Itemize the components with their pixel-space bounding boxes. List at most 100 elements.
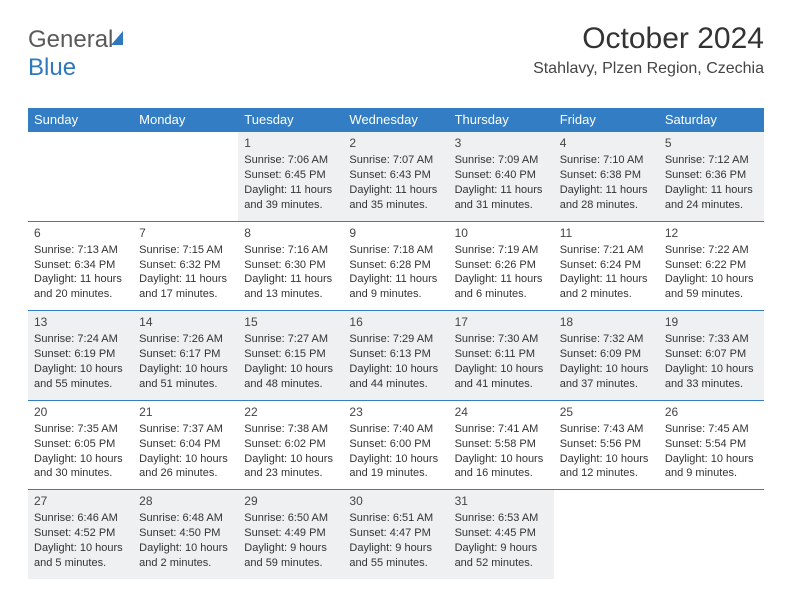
daylight-text: Daylight: 10 hours and 19 minutes. bbox=[349, 452, 442, 482]
sunset-text: Sunset: 4:45 PM bbox=[455, 526, 548, 541]
day-number: 1 bbox=[244, 135, 337, 151]
sunset-text: Sunset: 6:34 PM bbox=[34, 258, 127, 273]
day-number: 10 bbox=[455, 225, 548, 241]
sunrise-text: Sunrise: 7:45 AM bbox=[665, 422, 758, 437]
sunrise-text: Sunrise: 7:37 AM bbox=[139, 422, 232, 437]
daylight-text: Daylight: 11 hours and 20 minutes. bbox=[34, 272, 127, 302]
daylight-text: Daylight: 10 hours and 55 minutes. bbox=[34, 362, 127, 392]
day-number: 4 bbox=[560, 135, 653, 151]
calendar-cell: 17Sunrise: 7:30 AMSunset: 6:11 PMDayligh… bbox=[449, 311, 554, 401]
daylight-text: Daylight: 10 hours and 30 minutes. bbox=[34, 452, 127, 482]
day-number: 22 bbox=[244, 404, 337, 420]
sunrise-text: Sunrise: 6:46 AM bbox=[34, 511, 127, 526]
calendar-row: 27Sunrise: 6:46 AMSunset: 4:52 PMDayligh… bbox=[28, 490, 764, 579]
day-number: 9 bbox=[349, 225, 442, 241]
sunset-text: Sunset: 6:28 PM bbox=[349, 258, 442, 273]
day-number: 5 bbox=[665, 135, 758, 151]
sunrise-text: Sunrise: 7:41 AM bbox=[455, 422, 548, 437]
sunrise-text: Sunrise: 7:06 AM bbox=[244, 153, 337, 168]
calendar-cell: 15Sunrise: 7:27 AMSunset: 6:15 PMDayligh… bbox=[238, 311, 343, 401]
day-number: 19 bbox=[665, 314, 758, 330]
sunrise-text: Sunrise: 7:07 AM bbox=[349, 153, 442, 168]
sunset-text: Sunset: 6:43 PM bbox=[349, 168, 442, 183]
sunset-text: Sunset: 6:22 PM bbox=[665, 258, 758, 273]
daylight-text: Daylight: 11 hours and 28 minutes. bbox=[560, 183, 653, 213]
sunset-text: Sunset: 4:50 PM bbox=[139, 526, 232, 541]
sunset-text: Sunset: 6:07 PM bbox=[665, 347, 758, 362]
dayhead-sat: Saturday bbox=[659, 108, 764, 132]
calendar-cell bbox=[28, 132, 133, 222]
calendar-cell: 30Sunrise: 6:51 AMSunset: 4:47 PMDayligh… bbox=[343, 490, 448, 579]
sunrise-text: Sunrise: 7:18 AM bbox=[349, 243, 442, 258]
sunset-text: Sunset: 6:15 PM bbox=[244, 347, 337, 362]
sunset-text: Sunset: 6:32 PM bbox=[139, 258, 232, 273]
sunset-text: Sunset: 5:58 PM bbox=[455, 437, 548, 452]
day-number: 28 bbox=[139, 493, 232, 509]
sunrise-text: Sunrise: 7:19 AM bbox=[455, 243, 548, 258]
calendar-row: 13Sunrise: 7:24 AMSunset: 6:19 PMDayligh… bbox=[28, 311, 764, 401]
sunset-text: Sunset: 6:30 PM bbox=[244, 258, 337, 273]
sunrise-text: Sunrise: 7:24 AM bbox=[34, 332, 127, 347]
daylight-text: Daylight: 11 hours and 39 minutes. bbox=[244, 183, 337, 213]
daylight-text: Daylight: 10 hours and 37 minutes. bbox=[560, 362, 653, 392]
calendar-cell bbox=[659, 490, 764, 579]
day-number: 21 bbox=[139, 404, 232, 420]
sunrise-text: Sunrise: 7:09 AM bbox=[455, 153, 548, 168]
day-number: 6 bbox=[34, 225, 127, 241]
daylight-text: Daylight: 11 hours and 9 minutes. bbox=[349, 272, 442, 302]
day-number: 7 bbox=[139, 225, 232, 241]
day-number: 30 bbox=[349, 493, 442, 509]
sunrise-text: Sunrise: 7:35 AM bbox=[34, 422, 127, 437]
calendar-cell: 28Sunrise: 6:48 AMSunset: 4:50 PMDayligh… bbox=[133, 490, 238, 579]
calendar-cell: 9 Sunrise: 7:18 AMSunset: 6:28 PMDaylight… bbox=[343, 221, 448, 311]
day-number: 2 bbox=[349, 135, 442, 151]
daylight-text: Daylight: 10 hours and 51 minutes. bbox=[139, 362, 232, 392]
sunrise-text: Sunrise: 6:53 AM bbox=[455, 511, 548, 526]
day-number: 12 bbox=[665, 225, 758, 241]
sunrise-text: Sunrise: 6:48 AM bbox=[139, 511, 232, 526]
header-right: October 2024 Stahlavy, Plzen Region, Cze… bbox=[533, 22, 764, 78]
calendar-cell: 27Sunrise: 6:46 AMSunset: 4:52 PMDayligh… bbox=[28, 490, 133, 579]
calendar-cell: 10Sunrise: 7:19 AMSunset: 6:26 PMDayligh… bbox=[449, 221, 554, 311]
sunrise-text: Sunrise: 7:30 AM bbox=[455, 332, 548, 347]
dayhead-fri: Friday bbox=[554, 108, 659, 132]
sunrise-text: Sunrise: 7:13 AM bbox=[34, 243, 127, 258]
sunset-text: Sunset: 5:54 PM bbox=[665, 437, 758, 452]
sunset-text: Sunset: 6:40 PM bbox=[455, 168, 548, 183]
calendar-cell: 23Sunrise: 7:40 AMSunset: 6:00 PMDayligh… bbox=[343, 400, 448, 490]
calendar-cell: 4Sunrise: 7:10 AMSunset: 6:38 PMDaylight… bbox=[554, 132, 659, 222]
daylight-text: Daylight: 11 hours and 31 minutes. bbox=[455, 183, 548, 213]
day-number: 26 bbox=[665, 404, 758, 420]
calendar-cell: 14Sunrise: 7:26 AMSunset: 6:17 PMDayligh… bbox=[133, 311, 238, 401]
sunset-text: Sunset: 6:36 PM bbox=[665, 168, 758, 183]
daylight-text: Daylight: 11 hours and 17 minutes. bbox=[139, 272, 232, 302]
day-number: 29 bbox=[244, 493, 337, 509]
sunset-text: Sunset: 5:56 PM bbox=[560, 437, 653, 452]
sunrise-text: Sunrise: 7:33 AM bbox=[665, 332, 758, 347]
dayhead-mon: Monday bbox=[133, 108, 238, 132]
calendar-cell: 5Sunrise: 7:12 AMSunset: 6:36 PMDaylight… bbox=[659, 132, 764, 222]
day-number: 31 bbox=[455, 493, 548, 509]
daylight-text: Daylight: 10 hours and 44 minutes. bbox=[349, 362, 442, 392]
sunrise-text: Sunrise: 6:51 AM bbox=[349, 511, 442, 526]
day-number: 17 bbox=[455, 314, 548, 330]
sunset-text: Sunset: 4:49 PM bbox=[244, 526, 337, 541]
sunrise-text: Sunrise: 7:43 AM bbox=[560, 422, 653, 437]
dayhead-wed: Wednesday bbox=[343, 108, 448, 132]
day-number: 3 bbox=[455, 135, 548, 151]
calendar-cell bbox=[133, 132, 238, 222]
calendar-cell: 31Sunrise: 6:53 AMSunset: 4:45 PMDayligh… bbox=[449, 490, 554, 579]
sunrise-text: Sunrise: 7:12 AM bbox=[665, 153, 758, 168]
calendar-cell: 1Sunrise: 7:06 AMSunset: 6:45 PMDaylight… bbox=[238, 132, 343, 222]
sunset-text: Sunset: 6:02 PM bbox=[244, 437, 337, 452]
day-header-row: Sunday Monday Tuesday Wednesday Thursday… bbox=[28, 108, 764, 132]
sunset-text: Sunset: 6:05 PM bbox=[34, 437, 127, 452]
sunrise-text: Sunrise: 7:29 AM bbox=[349, 332, 442, 347]
calendar-cell: 22Sunrise: 7:38 AMSunset: 6:02 PMDayligh… bbox=[238, 400, 343, 490]
dayhead-thu: Thursday bbox=[449, 108, 554, 132]
sunrise-text: Sunrise: 7:21 AM bbox=[560, 243, 653, 258]
day-number: 20 bbox=[34, 404, 127, 420]
sunset-text: Sunset: 6:13 PM bbox=[349, 347, 442, 362]
sunrise-text: Sunrise: 7:15 AM bbox=[139, 243, 232, 258]
calendar-cell: 29Sunrise: 6:50 AMSunset: 4:49 PMDayligh… bbox=[238, 490, 343, 579]
